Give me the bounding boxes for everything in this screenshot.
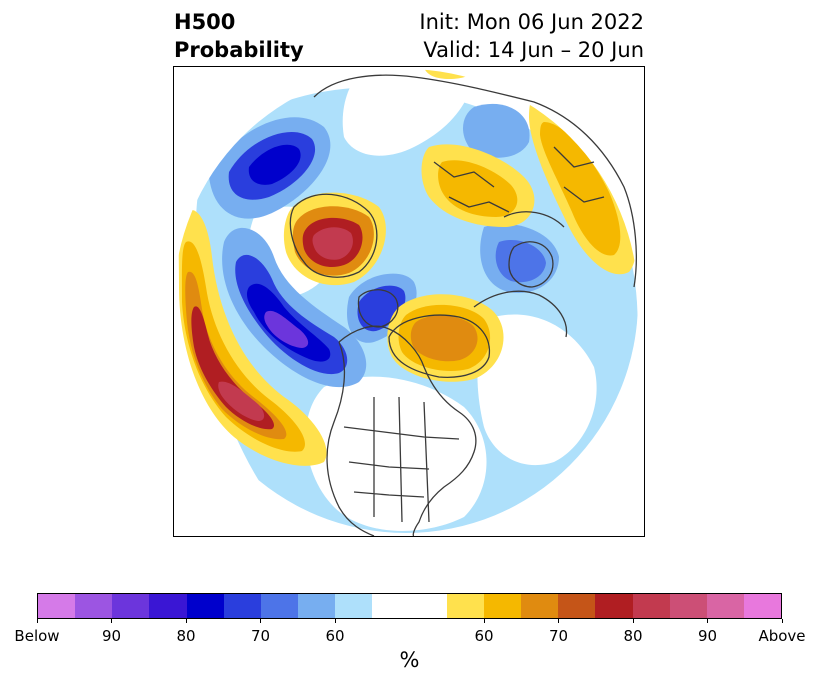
colorbar-tick — [36, 619, 38, 623]
valid-period: Valid: 14 Jun – 20 Jun — [423, 38, 644, 62]
colorbar-tick-label: 90 — [697, 627, 718, 645]
siberia-ridge-inner — [540, 122, 621, 256]
map-panel — [173, 66, 645, 537]
colorbar-swatch — [260, 594, 299, 618]
greenland-ridge-70 — [410, 315, 478, 362]
alaska-coast — [289, 193, 378, 278]
colorbar-unit: % — [399, 648, 420, 672]
title-left: H500 Probability — [174, 8, 304, 64]
colorbar-tick — [111, 619, 112, 623]
colorbar-swatch — [409, 594, 447, 618]
eurasia-coast — [313, 74, 637, 338]
eurasia-trough-outer — [462, 103, 530, 158]
colorbar-swatch — [38, 594, 76, 618]
colorbar-swatch — [558, 594, 596, 618]
colorbar-swatch — [669, 594, 707, 618]
colorbar-swatch — [112, 594, 150, 618]
init-date: Init: Mon 06 Jun 2022 — [419, 10, 644, 34]
title-right: Init: Mon 06 Jun 2022 Valid: 14 Jun – 20… — [419, 8, 644, 64]
colorbar-tick-label: 80 — [176, 627, 196, 645]
colorbar-ticks: Below 90 80 70 60 60 70 80 90 Above — [14, 619, 806, 645]
colorbar-swatch — [743, 594, 782, 618]
title-product: Probability — [174, 38, 304, 62]
colorbar-tick — [260, 619, 261, 623]
colorbar-swatch — [521, 594, 559, 618]
alaska-ridge-max — [312, 227, 353, 260]
colorbar-swatch — [149, 594, 187, 618]
probability-map — [178, 69, 638, 536]
colorbar-tick — [632, 619, 634, 623]
colorbar-swatch — [223, 594, 261, 618]
colorbar-tick — [483, 619, 485, 623]
greenland-coast — [388, 314, 491, 378]
coastlines — [289, 74, 637, 536]
colorbar-swatch — [632, 594, 670, 618]
colorbar-swatch — [335, 594, 373, 618]
colorbar-swatch — [372, 594, 410, 618]
colorbar-swatch — [186, 594, 224, 618]
europe-ridge-inner — [438, 160, 518, 217]
colorbar-swatch — [298, 594, 336, 618]
colorbar-tick — [558, 619, 559, 623]
colorbar-tick-label: 70 — [250, 627, 271, 645]
europe-borders — [433, 146, 605, 213]
colorbar-tick — [334, 619, 336, 623]
eurasia-trough-east-inner — [495, 239, 546, 283]
colorbar — [37, 593, 782, 619]
colorbar-swatch — [595, 594, 633, 618]
colorbar-swatch — [483, 594, 522, 618]
neutral-area-north — [342, 69, 474, 156]
colorbar-swatch — [75, 594, 113, 618]
pacific-ridge-65 — [181, 241, 306, 452]
colorbar-tick-label: 60 — [474, 627, 494, 645]
colorbar-swatch — [706, 594, 744, 618]
scandinavia-coast — [508, 241, 554, 288]
conus-borders — [343, 396, 460, 523]
colorbar-tick-label: 70 — [548, 627, 569, 645]
colorbar-swatch — [446, 594, 484, 618]
trough-inner — [248, 144, 301, 185]
colorbar-tick-label: Below — [14, 627, 60, 645]
colorbar-tick-label: Above — [758, 627, 806, 645]
pacific-trough-max — [264, 310, 309, 348]
colorbar-tick — [185, 619, 187, 623]
pacific-ridge-max — [218, 381, 265, 421]
colorbar-tick — [707, 619, 708, 623]
colorbar-tick-label: 80 — [623, 627, 643, 645]
neutral-area-east — [477, 314, 597, 466]
colorbar-tick-label: 60 — [325, 627, 345, 645]
hudson-bay — [357, 289, 399, 328]
neutral-area-conus — [305, 376, 487, 531]
colorbar-tick — [781, 619, 783, 623]
title-variable: H500 — [174, 10, 236, 34]
colorbar-tick-label: 90 — [101, 627, 122, 645]
